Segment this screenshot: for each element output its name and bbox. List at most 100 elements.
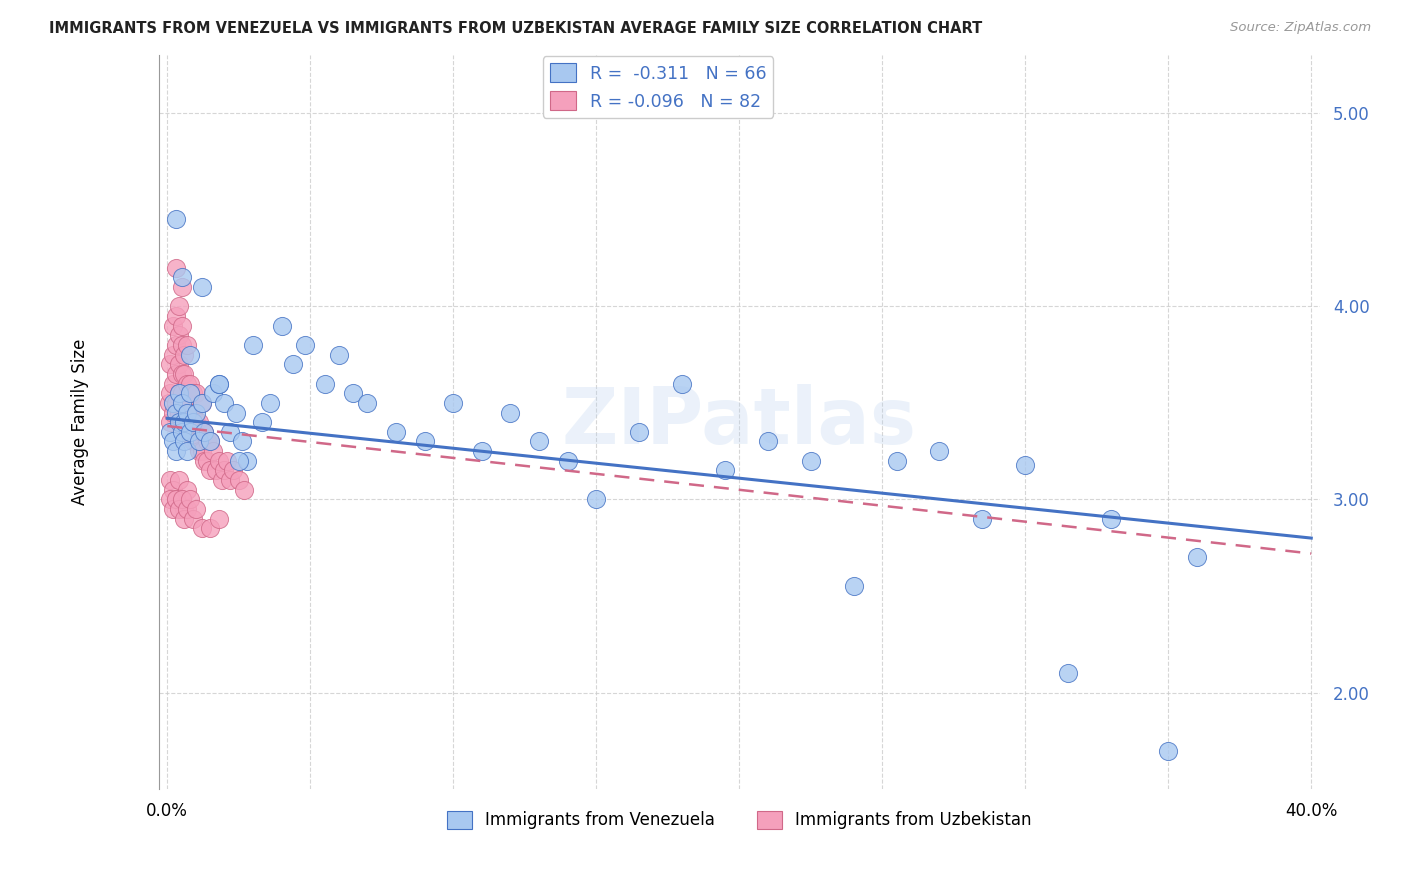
Point: [173, 502, 195, 516]
Point: [181, 415, 204, 429]
Point: [173, 396, 195, 410]
Point: [800, 454, 823, 468]
Point: [187, 415, 209, 429]
Point: [162, 434, 184, 449]
Point: [170, 280, 193, 294]
Point: [159, 425, 181, 439]
Point: [179, 376, 201, 391]
Text: IMMIGRANTS FROM VENEZUELA VS IMMIGRANTS FROM UZBEKISTAN AVERAGE FAMILY SIZE CORR: IMMIGRANTS FROM VENEZUELA VS IMMIGRANTS …: [49, 21, 983, 36]
Point: [157, 396, 180, 410]
Point: [179, 425, 201, 439]
Point: [179, 405, 201, 419]
Point: [167, 405, 190, 419]
Point: [928, 444, 950, 458]
Point: [165, 492, 187, 507]
Point: [165, 260, 187, 275]
Point: [170, 396, 193, 410]
Point: [159, 415, 181, 429]
Point: [181, 386, 204, 401]
Point: [187, 444, 209, 458]
Point: [167, 386, 190, 401]
Point: [173, 367, 195, 381]
Point: [1014, 458, 1036, 472]
Point: [356, 396, 378, 410]
Point: [214, 396, 236, 410]
Point: [159, 386, 181, 401]
Point: [193, 425, 215, 439]
Point: [193, 425, 215, 439]
Point: [1057, 666, 1080, 681]
Point: [167, 415, 190, 429]
Y-axis label: Average Family Size: Average Family Size: [72, 339, 89, 506]
Point: [170, 386, 193, 401]
Point: [202, 444, 225, 458]
Point: [1157, 743, 1180, 757]
Point: [202, 386, 225, 401]
Point: [170, 492, 193, 507]
Point: [1185, 550, 1208, 565]
Point: [162, 483, 184, 497]
Point: [225, 405, 247, 419]
Point: [217, 454, 239, 468]
Point: [173, 512, 195, 526]
Point: [179, 492, 201, 507]
Point: [441, 396, 464, 410]
Point: [159, 357, 181, 371]
Point: [176, 425, 198, 439]
Point: [187, 434, 209, 449]
Point: [208, 454, 231, 468]
Point: [208, 376, 231, 391]
Point: [176, 483, 198, 497]
Point: [167, 473, 190, 487]
Point: [208, 512, 231, 526]
Point: [162, 502, 184, 516]
Point: [972, 512, 994, 526]
Point: [162, 376, 184, 391]
Point: [176, 502, 198, 516]
Point: [173, 425, 195, 439]
Point: [184, 386, 207, 401]
Point: [190, 396, 212, 410]
Point: [270, 318, 292, 333]
Point: [259, 396, 281, 410]
Point: [162, 396, 184, 410]
Text: Source: ZipAtlas.com: Source: ZipAtlas.com: [1230, 21, 1371, 34]
Point: [198, 434, 221, 449]
Point: [181, 512, 204, 526]
Point: [842, 579, 865, 593]
Point: [167, 386, 190, 401]
Point: [242, 338, 264, 352]
Point: [671, 376, 693, 391]
Point: [198, 434, 221, 449]
Point: [179, 425, 201, 439]
Point: [173, 434, 195, 449]
Point: [281, 357, 304, 371]
Point: [184, 502, 207, 516]
Point: [228, 454, 250, 468]
Point: [342, 386, 364, 401]
Point: [165, 212, 187, 227]
Point: [165, 405, 187, 419]
Point: [173, 415, 195, 429]
Point: [222, 463, 245, 477]
Point: [211, 473, 233, 487]
Point: [167, 299, 190, 313]
Point: [167, 328, 190, 343]
Point: [250, 415, 273, 429]
Text: ZIPatlas: ZIPatlas: [562, 384, 917, 460]
Legend: Immigrants from Venezuela, Immigrants from Uzbekistan: Immigrants from Venezuela, Immigrants fr…: [440, 804, 1038, 836]
Point: [184, 405, 207, 419]
Point: [190, 396, 212, 410]
Point: [233, 483, 256, 497]
Point: [231, 434, 253, 449]
Point: [165, 309, 187, 323]
Point: [184, 434, 207, 449]
Point: [1099, 512, 1122, 526]
Point: [165, 396, 187, 410]
Point: [170, 270, 193, 285]
Point: [176, 338, 198, 352]
Point: [181, 434, 204, 449]
Point: [170, 415, 193, 429]
Point: [714, 463, 737, 477]
Point: [195, 454, 218, 468]
